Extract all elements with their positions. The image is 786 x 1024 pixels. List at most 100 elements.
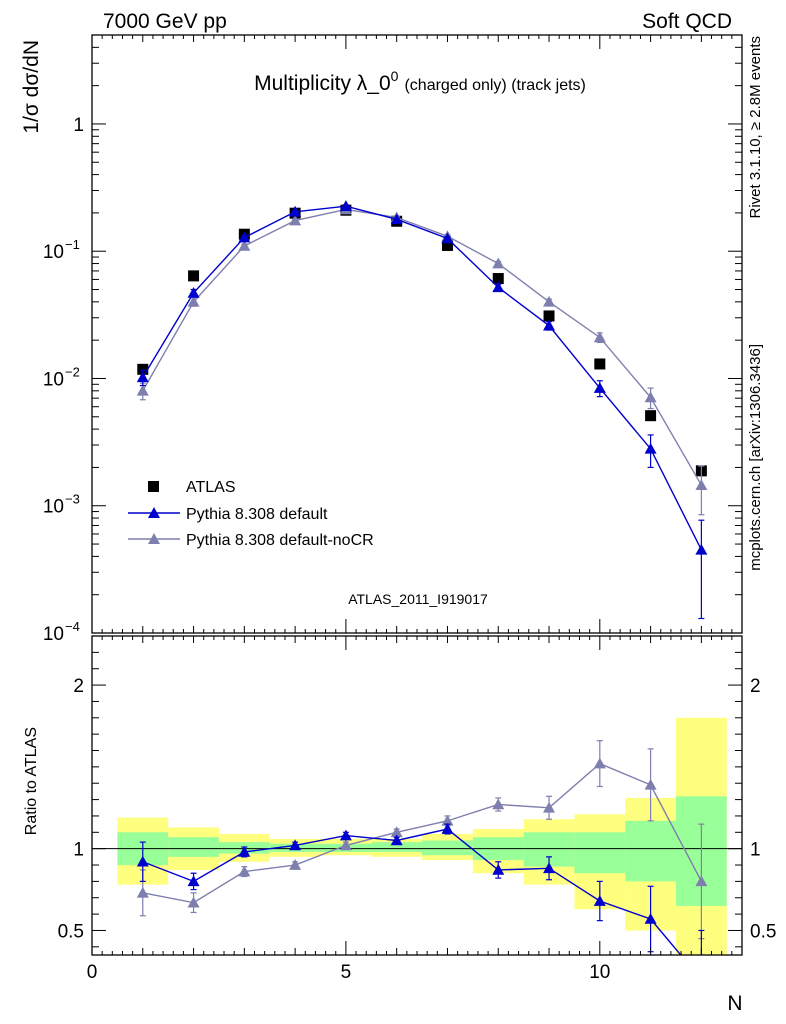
nocr-ratio-point-7 (441, 814, 454, 826)
atlas-point-7 (441, 239, 453, 251)
x-axis-label: N (727, 992, 742, 1015)
ratio-y-tick-label-right-1: 1 (750, 840, 761, 861)
atlas-point-10 (594, 358, 606, 370)
main-y-tick-exp-1: −3 (65, 492, 80, 507)
legend-default-marker (148, 507, 160, 518)
x-tick-label-5: 5 (341, 962, 352, 983)
default-main-point-1 (136, 371, 149, 383)
nocr-ratio-point-9 (543, 801, 556, 813)
main-y-tick-label-1: 10 (43, 497, 64, 518)
nocr-ratio-line (142, 762, 702, 904)
default-ratio-point-6 (390, 834, 403, 846)
legend: ATLAS Pythia 8.308 default Pythia 8.308 … (128, 479, 374, 549)
nocr-main-point-2 (187, 295, 200, 307)
default-ratio-point-4 (289, 839, 302, 851)
default-ratio-point-8 (492, 863, 505, 875)
nocr-main-line (142, 208, 702, 486)
default-ratio-point-11 (644, 913, 657, 924)
ratio-y-tick-label-0.5: 0.5 (58, 921, 84, 942)
rivet-side-label: Rivet 3.1.10, ≥ 2.8M events (747, 36, 764, 219)
default-main-point-11 (644, 442, 657, 454)
nocr-ratio-point-6 (390, 826, 403, 838)
default-ratio-point-10 (593, 895, 606, 906)
nocr-ratio-point-10 (593, 757, 606, 769)
default-ratio-point-9 (543, 862, 556, 874)
ratio-y-axis-label: Ratio to ATLAS (23, 727, 40, 835)
nocr-main-point-1 (136, 384, 149, 396)
atlas-point-1 (137, 363, 149, 375)
default-main-line (142, 205, 703, 551)
mcplots-side-label: mcplots.cern.ch [arXiv:1306.3436] (747, 344, 764, 571)
main-y-tick-exp-0: −4 (65, 619, 80, 634)
default-ratio-point-2 (187, 875, 200, 887)
main-y-axis-label: 1/σ dσ/dN (20, 40, 43, 134)
ratio-y-tick-label-1: 1 (73, 840, 84, 861)
legend-atlas-label: ATLAS (186, 479, 236, 496)
x-tick-label-10: 10 (589, 962, 610, 983)
legend-default-label: Pythia 8.308 default (186, 506, 328, 523)
band-inner-10 (625, 820, 676, 882)
analysis-watermark: ATLAS_2011_I919017 (348, 591, 488, 607)
main-y-tick-label-3: 10 (43, 242, 64, 263)
legend-nocr-label: Pythia 8.308 default-noCR (186, 532, 374, 549)
nocr-ratio-point-5 (339, 839, 352, 851)
nocr-ratio-point-3 (238, 865, 251, 877)
x-tick-label-0: 0 (87, 962, 98, 983)
ratio-y-tick-label-right-2: 2 (750, 676, 761, 697)
ratio-y-tick-label-2: 2 (73, 676, 84, 697)
nocr-ratio-point-11 (644, 778, 657, 790)
nocr-ratio-point-1 (136, 886, 149, 898)
default-ratio-point-7 (441, 823, 454, 834)
default-main-point-12 (695, 543, 708, 555)
default-ratio-point-5 (339, 829, 352, 841)
band-inner-9 (574, 832, 626, 874)
nocr-main-point-4 (289, 214, 302, 226)
title-note: (charged only) (track jets) (404, 77, 585, 94)
default-main-point-8 (492, 281, 505, 293)
default-main-point-6 (390, 213, 403, 225)
axis-ticks (91, 34, 743, 955)
header-right: Soft QCD (642, 10, 732, 33)
nocr-main-point-9 (543, 295, 556, 307)
band-inner-1 (168, 837, 219, 857)
default-main-point-9 (543, 319, 556, 331)
nocr-main-point-8 (492, 257, 505, 269)
default-main-point-10 (593, 382, 606, 393)
default-main-point-7 (441, 232, 454, 244)
main-y-tick-exp-2: −2 (65, 364, 80, 379)
band-inner-5 (371, 842, 423, 852)
main-y-tick-label-4: 1 (73, 115, 84, 136)
nocr-main-point-10 (593, 331, 606, 343)
nocr-main-point-3 (238, 239, 251, 251)
nocr-main-point-12 (695, 479, 708, 491)
main-y-tick-label-0: 10 (43, 624, 64, 645)
header-left: 7000 GeV pp (103, 10, 227, 33)
nocr-main-point-11 (644, 391, 657, 403)
atlas-point-2 (188, 270, 200, 282)
legend-atlas-marker (148, 481, 159, 492)
atlas-point-8 (492, 273, 504, 285)
nocr-ratio-point-12 (695, 875, 708, 887)
default-main-point-3 (238, 231, 251, 243)
main-y-tick-label-2: 10 (43, 369, 64, 390)
title-superscript: 0 (391, 68, 399, 84)
nocr-ratio-point-8 (492, 798, 505, 810)
nocr-ratio-point-4 (289, 859, 302, 870)
main-title: Multiplicity λ_00 (charged only) (track j… (254, 68, 586, 95)
default-main-point-2 (187, 286, 200, 298)
default-main-point-5 (339, 200, 352, 211)
default-ratio-point-3 (238, 845, 251, 857)
atlas-point-11 (645, 410, 657, 422)
band-inner-6 (422, 840, 473, 856)
default-main-point-4 (289, 205, 302, 217)
atlas-point-9 (543, 310, 555, 322)
title-main: Multiplicity λ_0 (254, 72, 391, 95)
main-y-tick-exp-3: −1 (65, 237, 80, 252)
legend-nocr-marker (148, 533, 160, 544)
default-ratio-point-1 (136, 855, 149, 867)
default-ratio-line (142, 828, 682, 955)
ratio-y-tick-label-right-0.5: 0.5 (750, 921, 776, 942)
